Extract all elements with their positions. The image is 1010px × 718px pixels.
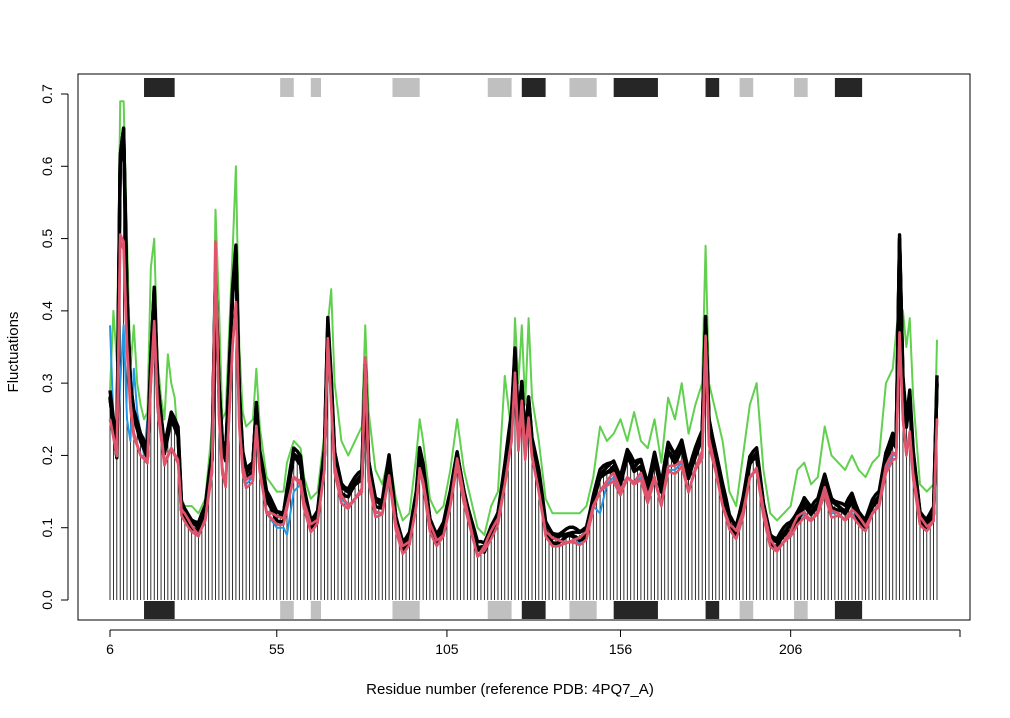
sse-helix-top-0 [144, 78, 175, 97]
sse-helix-top-7 [613, 78, 658, 97]
x-axis: 6 55 105 156 206 [106, 629, 961, 657]
y-axis-label: Fluctuations [5, 312, 22, 393]
sse-strand-bottom-3 [392, 601, 420, 619]
sse-helix-bottom-8 [705, 601, 720, 619]
sse-helix-top-8 [705, 78, 720, 97]
sse-strand-bottom-4 [487, 601, 512, 619]
y-tick-label: 0.4 [39, 301, 55, 321]
sse-strand-top-6 [569, 78, 597, 97]
sse-top-track [144, 78, 863, 97]
sse-strand-bottom-1 [280, 601, 294, 619]
y-tick-label: 0.6 [39, 156, 55, 176]
x-tick-label: 55 [269, 641, 285, 657]
sse-helix-bottom-5 [521, 601, 546, 619]
sse-strand-top-3 [392, 78, 420, 97]
sse-helix-bottom-0 [144, 601, 175, 619]
sse-strand-top-4 [487, 78, 512, 97]
sse-helix-top-11 [834, 78, 863, 97]
y-tick-label: 0.2 [39, 445, 55, 465]
sse-bottom-track [144, 601, 863, 619]
x-tick-label: 105 [435, 641, 459, 657]
x-tick-label: 6 [106, 641, 114, 657]
y-tick-label: 0.3 [39, 373, 55, 393]
x-axis-label: Residue number (reference PDB: 4PQ7_A) [366, 681, 654, 698]
y-tick-label: 0.1 [39, 518, 55, 538]
y-tick-label: 0.7 [39, 84, 55, 104]
sse-helix-bottom-7 [613, 601, 658, 619]
sse-strand-top-1 [280, 78, 294, 97]
sse-strand-bottom-6 [569, 601, 597, 619]
sse-helix-top-5 [521, 78, 546, 97]
sse-strand-top-2 [310, 78, 322, 97]
sse-helix-bottom-11 [834, 601, 863, 619]
y-tick-label: 0.0 [39, 590, 55, 610]
sse-strand-bottom-9 [739, 601, 754, 619]
series-layer [108, 100, 939, 559]
sse-strand-top-9 [739, 78, 754, 97]
series-green-line-0 [109, 100, 938, 536]
x-tick-label: 206 [779, 641, 803, 657]
y-axis: 0.0 0.1 0.2 0.3 0.4 0.5 0.6 0.7 [39, 84, 69, 610]
sse-strand-bottom-10 [794, 601, 808, 619]
plot-frame [77, 73, 971, 621]
sse-strand-bottom-2 [310, 601, 322, 619]
series-red-line-1 [108, 233, 939, 558]
sse-strand-top-10 [794, 78, 808, 97]
x-tick-label: 156 [609, 641, 633, 657]
y-tick-label: 0.5 [39, 229, 55, 249]
